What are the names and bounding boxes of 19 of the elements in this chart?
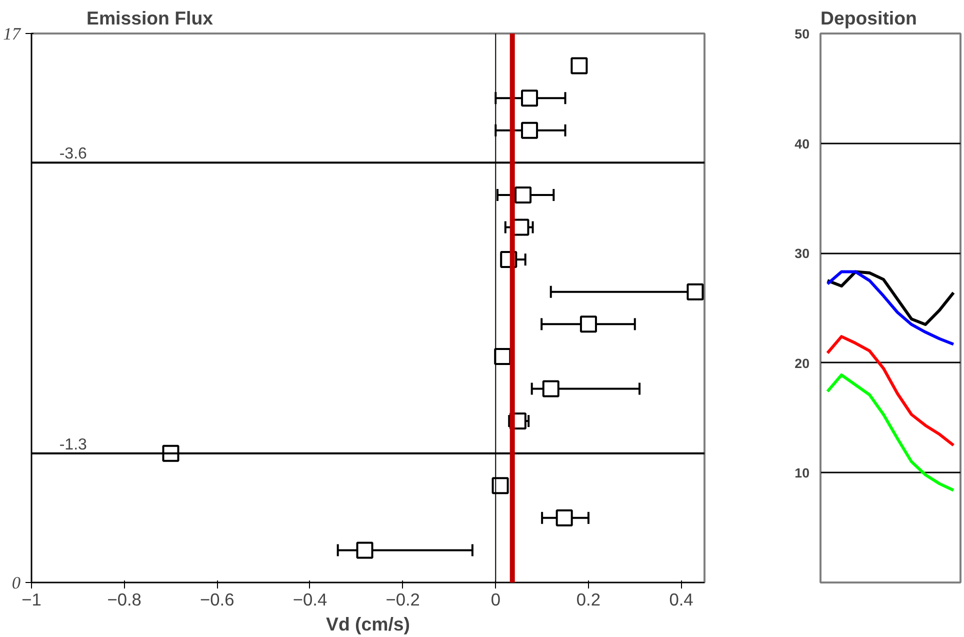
annotation: -3.6	[59, 146, 88, 163]
x-axis-title: Vd (cm/s)	[326, 614, 410, 634]
x-tick-label: −1	[22, 590, 42, 610]
x-tick-label: −0.6	[200, 590, 234, 610]
x-tick-label: −0.8	[107, 590, 142, 610]
y-tick-label: 17	[3, 24, 22, 44]
x-tick-label: −0.4	[292, 590, 328, 610]
y-tick-label: 30	[794, 246, 810, 262]
x-tick-label: 0	[490, 590, 500, 610]
annotation: -1.3	[59, 436, 88, 454]
x-tick-label: 0.2	[576, 590, 601, 610]
x-tick-label: −0.2	[386, 590, 420, 610]
x-tick-label: 0.4	[669, 590, 694, 610]
y-tick-label: 20	[794, 356, 810, 371]
y-tick-label: 10	[794, 466, 810, 481]
chart-title: Deposition	[820, 8, 917, 28]
chart-title: Emission Flux	[86, 8, 214, 28]
y-tick-label: 40	[794, 136, 810, 152]
y-tick-label: 50	[794, 26, 810, 42]
